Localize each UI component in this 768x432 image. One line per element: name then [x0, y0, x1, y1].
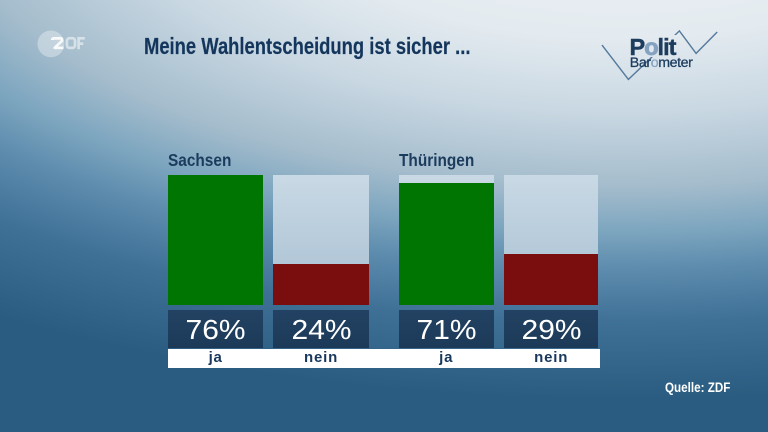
svg-text:Barometer: Barometer	[630, 55, 693, 71]
svg-text:Polit: Polit	[630, 34, 677, 60]
